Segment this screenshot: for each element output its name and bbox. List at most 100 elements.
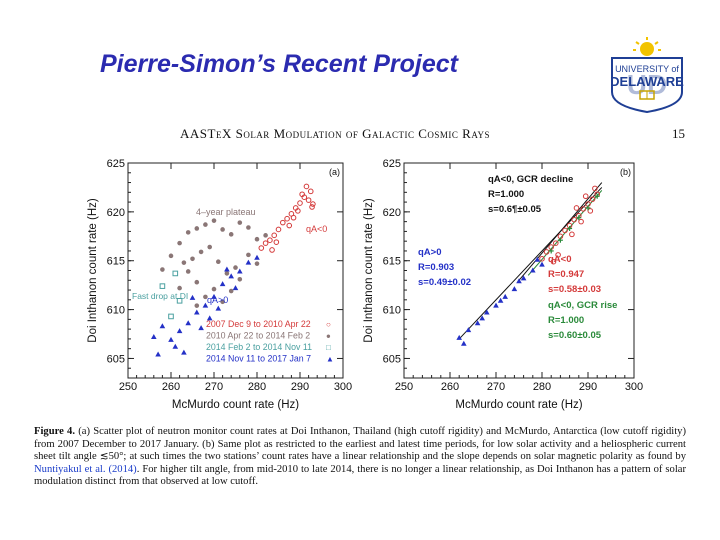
data-point — [299, 191, 305, 198]
data-point — [578, 218, 584, 225]
data-point — [237, 276, 243, 282]
data-point — [589, 196, 596, 202]
data-point — [181, 349, 187, 355]
annotation-qa-neg: qA<0 — [306, 224, 327, 234]
annotation-fast-drop: Fast drop at DI — [132, 291, 188, 301]
data-point — [461, 340, 467, 346]
data-point — [151, 333, 157, 339]
data-point — [254, 261, 260, 266]
y-tick-label: 620 — [383, 207, 401, 219]
y-axis-label: Doi Inthanon count rate (Hz) — [87, 198, 99, 343]
annotation-qa-pos: qA>0 — [207, 295, 228, 305]
data-point — [587, 208, 594, 214]
data-point — [286, 222, 293, 229]
data-point — [185, 269, 191, 274]
data-point — [273, 239, 280, 245]
data-point — [224, 271, 230, 276]
panel-label: (a) — [329, 167, 340, 177]
data-point — [275, 226, 282, 233]
data-point — [172, 343, 179, 349]
fit-stat-label: qA>0 — [418, 247, 442, 258]
data-point — [539, 261, 545, 267]
data-point — [159, 323, 166, 329]
data-point — [262, 240, 269, 246]
data-point — [254, 254, 260, 260]
x-axis-label: McMurdo count rate (Hz) — [172, 399, 299, 411]
data-point — [580, 206, 587, 212]
data-point — [553, 240, 559, 246]
data-point — [516, 278, 522, 284]
y-axis-label: Doi Inthanon count rate (Hz) — [363, 198, 375, 343]
data-point — [267, 237, 273, 244]
data-point — [246, 252, 251, 258]
data-point — [543, 249, 550, 255]
x-tick-label: 260 — [162, 381, 180, 393]
data-point — [502, 293, 508, 299]
fit-line — [458, 187, 603, 340]
caption-text-2: . For higher tilt angle, from mid-2010 t… — [34, 463, 686, 488]
data-point — [297, 200, 303, 206]
fit-stat-label: qA<0 — [548, 254, 572, 265]
data-point — [497, 297, 504, 303]
data-point — [159, 283, 166, 289]
data-point — [198, 325, 204, 331]
chart-panel-1: 250 260 270 280 290 300 605 610 615 620 625 McMurdo… — [363, 158, 643, 411]
data-point — [155, 351, 161, 357]
data-point — [181, 260, 187, 265]
data-point — [479, 315, 485, 321]
annotation-plateau: 4–year plateau — [196, 207, 256, 217]
x-tick-label: 260 — [441, 381, 459, 393]
data-point — [185, 320, 191, 326]
x-tick-label: 270 — [487, 381, 505, 393]
university-sun-shield-icon: UD UNIVERSITY of DELAWARE — [610, 37, 684, 114]
data-point — [309, 204, 315, 210]
data-point — [206, 315, 213, 321]
data-point — [194, 309, 200, 315]
data-point — [582, 193, 589, 200]
legend-entry-marker: ● — [326, 332, 331, 341]
data-point — [290, 214, 297, 221]
data-point — [456, 334, 462, 340]
data-point — [216, 259, 221, 265]
y-tick-label: 620 — [107, 207, 125, 219]
x-tick-label: 270 — [205, 381, 223, 393]
logo-text-top: UNIVERSITY of — [615, 64, 679, 74]
data-point — [493, 302, 499, 308]
data-point — [271, 232, 278, 239]
x-tick-label: 300 — [625, 381, 643, 393]
data-point — [177, 285, 182, 291]
data-point — [511, 286, 518, 292]
data-point — [203, 222, 208, 227]
data-point — [194, 279, 200, 285]
y-tick-label: 625 — [107, 158, 125, 170]
y-tick-label: 615 — [383, 256, 401, 268]
data-point — [484, 309, 490, 315]
data-point — [190, 256, 195, 262]
data-point — [539, 255, 545, 262]
legend-entry-marker: □ — [326, 343, 331, 352]
data-point — [211, 218, 217, 223]
fit-stat-label: R=1.000 — [548, 315, 584, 326]
legend-entry-marker: ▲ — [326, 355, 334, 364]
x-axis-label: McMurdo count rate (Hz) — [455, 399, 582, 411]
legend-entry-label: 2014 Feb 2 to 2014 Nov 11 — [206, 342, 312, 352]
data-point — [211, 293, 217, 299]
data-point — [245, 259, 252, 265]
fit-stat-label: R=0.947 — [548, 269, 584, 280]
y-tick-label: 615 — [107, 256, 125, 268]
data-point — [176, 297, 183, 304]
caption-citation-link[interactable]: Nuntiyakul et al. (2014) — [34, 463, 137, 475]
caption-label: Figure 4. — [34, 426, 75, 437]
caption-text-1: (a) Scatter plot of neutron monitor coun… — [34, 426, 686, 463]
data-point — [263, 233, 268, 238]
data-point — [303, 183, 310, 190]
data-point — [203, 294, 208, 300]
data-point — [172, 270, 179, 277]
data-point — [305, 197, 312, 203]
figure-caption: Figure 4. (a) Scatter plot of neutron mo… — [34, 426, 686, 489]
fit-stat-label: s=0.49±0.02 — [418, 277, 471, 288]
data-point — [254, 236, 260, 242]
data-point — [198, 249, 204, 255]
data-point — [207, 244, 212, 250]
fit-stat-label: R=1.000 — [488, 189, 524, 200]
